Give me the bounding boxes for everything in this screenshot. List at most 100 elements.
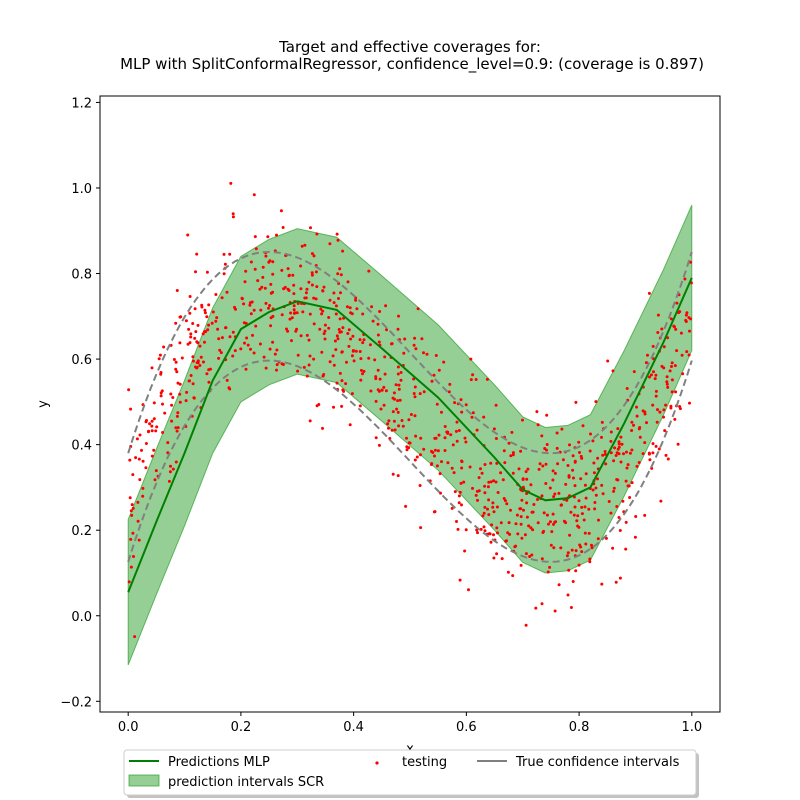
- testing-point: [575, 519, 579, 523]
- testing-point: [688, 329, 691, 333]
- testing-point: [612, 486, 616, 490]
- testing-point: [526, 467, 530, 471]
- testing-point: [469, 378, 473, 382]
- testing-point: [231, 354, 235, 358]
- testing-point: [440, 410, 443, 414]
- testing-point: [231, 215, 235, 219]
- testing-point: [674, 327, 678, 331]
- testing-point: [505, 502, 509, 506]
- testing-point: [371, 319, 375, 323]
- testing-point: [460, 460, 464, 464]
- testing-point: [196, 341, 200, 345]
- testing-point: [557, 491, 561, 495]
- testing-point: [440, 460, 443, 464]
- testing-point: [507, 521, 511, 525]
- testing-point: [362, 369, 366, 373]
- testing-point: [266, 235, 270, 239]
- testing-point: [492, 533, 495, 537]
- testing-point: [450, 506, 454, 510]
- testing-point: [569, 606, 573, 609]
- testing-point: [303, 243, 307, 247]
- testing-point: [191, 359, 195, 363]
- testing-point: [580, 456, 584, 460]
- testing-point: [310, 252, 314, 256]
- testing-point: [358, 350, 362, 353]
- testing-point: [511, 471, 515, 475]
- testing-point: [223, 262, 227, 266]
- testing-point: [418, 484, 422, 487]
- testing-point: [291, 273, 295, 277]
- testing-point: [128, 496, 132, 500]
- testing-point: [603, 450, 607, 453]
- testing-point: [244, 367, 248, 371]
- testing-point: [574, 569, 578, 573]
- testing-point: [349, 337, 353, 341]
- testing-point: [281, 363, 285, 366]
- testing-point: [571, 454, 575, 458]
- testing-point: [593, 501, 597, 504]
- testing-point: [463, 549, 467, 553]
- testing-point: [174, 460, 178, 464]
- testing-point: [665, 380, 669, 384]
- testing-point: [433, 454, 436, 458]
- testing-point: [307, 338, 311, 342]
- testing-point: [150, 366, 154, 370]
- testing-point: [148, 422, 152, 426]
- testing-point: [252, 351, 256, 355]
- testing-point: [654, 373, 658, 377]
- testing-point: [407, 446, 411, 450]
- testing-point: [587, 507, 591, 511]
- testing-point: [554, 520, 558, 524]
- testing-point: [138, 433, 142, 437]
- testing-point: [382, 385, 386, 389]
- testing-point: [376, 333, 380, 337]
- testing-point: [271, 272, 275, 276]
- testing-point: [392, 419, 396, 423]
- testing-point: [433, 448, 437, 452]
- testing-point: [323, 323, 327, 327]
- testing-point: [432, 373, 436, 377]
- testing-point: [322, 373, 326, 376]
- testing-point: [189, 374, 193, 377]
- testing-point: [487, 498, 491, 502]
- x-axis-ticks: 0.0 0.2 0.4 0.6 0.8 1.0: [118, 712, 702, 735]
- testing-point: [594, 493, 598, 497]
- testing-point: [184, 399, 188, 403]
- testing-point: [675, 349, 679, 353]
- testing-point: [201, 332, 205, 336]
- testing-point: [662, 415, 665, 419]
- testing-point: [527, 524, 531, 528]
- testing-point: [145, 419, 148, 422]
- testing-point: [328, 242, 332, 246]
- testing-point: [624, 520, 628, 524]
- testing-point: [553, 492, 557, 496]
- testing-point: [482, 525, 486, 529]
- testing-point: [521, 477, 525, 481]
- testing-point: [619, 460, 623, 464]
- testing-point: [283, 285, 287, 289]
- testing-point: [622, 452, 625, 456]
- testing-point: [336, 238, 340, 242]
- testing-point: [390, 428, 394, 432]
- testing-point: [287, 289, 291, 292]
- testing-point: [351, 334, 355, 338]
- testing-point: [271, 260, 275, 264]
- testing-point: [405, 448, 409, 452]
- testing-point: [161, 431, 165, 434]
- testing-point: [305, 333, 309, 337]
- y-tick-label: 1.2: [71, 96, 92, 111]
- testing-point: [386, 422, 390, 426]
- testing-point: [617, 440, 621, 444]
- testing-point: [222, 272, 226, 276]
- testing-point: [588, 560, 592, 564]
- testing-point: [656, 408, 659, 412]
- testing-point: [299, 264, 303, 268]
- testing-point: [584, 542, 588, 546]
- testing-point: [141, 494, 145, 498]
- testing-point: [524, 623, 528, 627]
- testing-point: [300, 244, 304, 248]
- testing-point: [643, 441, 647, 445]
- testing-point: [397, 387, 401, 391]
- testing-point: [275, 368, 278, 372]
- testing-point: [295, 311, 299, 315]
